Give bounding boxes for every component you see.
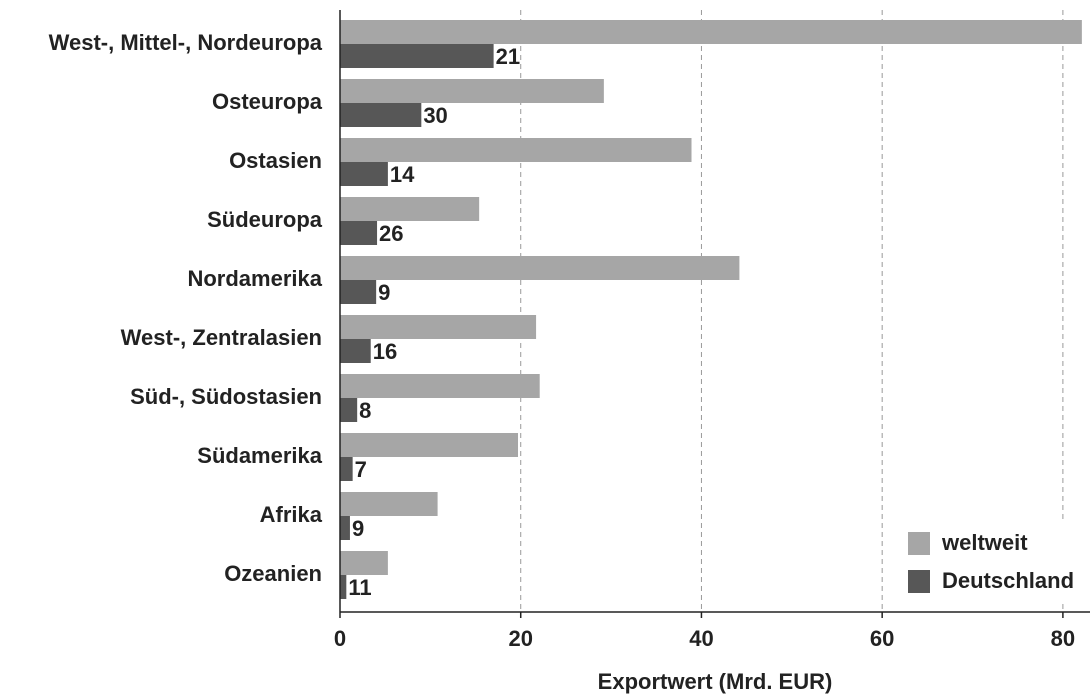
bar-label: 8	[359, 398, 371, 423]
bar-label: 11	[348, 575, 371, 600]
bar-label: 16	[373, 339, 397, 364]
y-tick-label: Afrika	[260, 502, 323, 527]
bar-label: 14	[390, 162, 415, 187]
bar	[340, 315, 537, 339]
bar-label: 9	[378, 280, 390, 305]
bar	[340, 551, 388, 575]
bar	[340, 492, 438, 516]
bar-label: 26	[379, 221, 403, 246]
bar	[340, 374, 540, 398]
bar	[340, 221, 378, 245]
y-tick-label: Ozeanien	[224, 561, 322, 586]
bar	[340, 575, 347, 599]
legend-swatch	[908, 532, 930, 555]
bar	[340, 516, 350, 540]
bar	[340, 457, 353, 481]
bar	[340, 197, 480, 221]
x-tick-label: 20	[508, 626, 532, 651]
x-tick-label: 0	[334, 626, 346, 651]
y-tick-label: Nordamerika	[187, 266, 322, 291]
bar	[340, 280, 377, 304]
legend-label: weltweit	[941, 530, 1028, 555]
y-tick-label: Südeuropa	[207, 207, 323, 232]
x-axis-label: Exportwert (Mrd. EUR)	[598, 669, 833, 694]
bar	[340, 138, 692, 162]
bar-label: 21	[496, 44, 520, 69]
bar	[340, 398, 358, 422]
x-tick-label: 80	[1051, 626, 1075, 651]
bar-label: 9	[352, 516, 364, 541]
legend-label: Deutschland	[942, 568, 1074, 593]
y-tick-label: Südamerika	[197, 443, 322, 468]
bar-label: 7	[355, 457, 367, 482]
legend-swatch	[908, 570, 930, 593]
y-tick-label: West-, Zentralasien	[121, 325, 322, 350]
x-tick-label: 40	[689, 626, 713, 651]
y-tick-label: Osteuropa	[212, 89, 323, 114]
bar	[340, 256, 740, 280]
bar	[340, 162, 388, 186]
y-tick-label: West-, Mittel-, Nordeuropa	[49, 30, 323, 55]
bar	[340, 44, 494, 68]
bar	[340, 339, 371, 363]
bar	[340, 433, 519, 457]
bar	[340, 79, 604, 103]
y-tick-label: Ostasien	[229, 148, 322, 173]
bar	[340, 20, 1082, 44]
bar-label: 30	[423, 103, 447, 128]
x-tick-label: 60	[870, 626, 894, 651]
legend-box	[900, 522, 1090, 604]
y-tick-label: Süd-, Südostasien	[130, 384, 322, 409]
bar	[340, 103, 422, 127]
